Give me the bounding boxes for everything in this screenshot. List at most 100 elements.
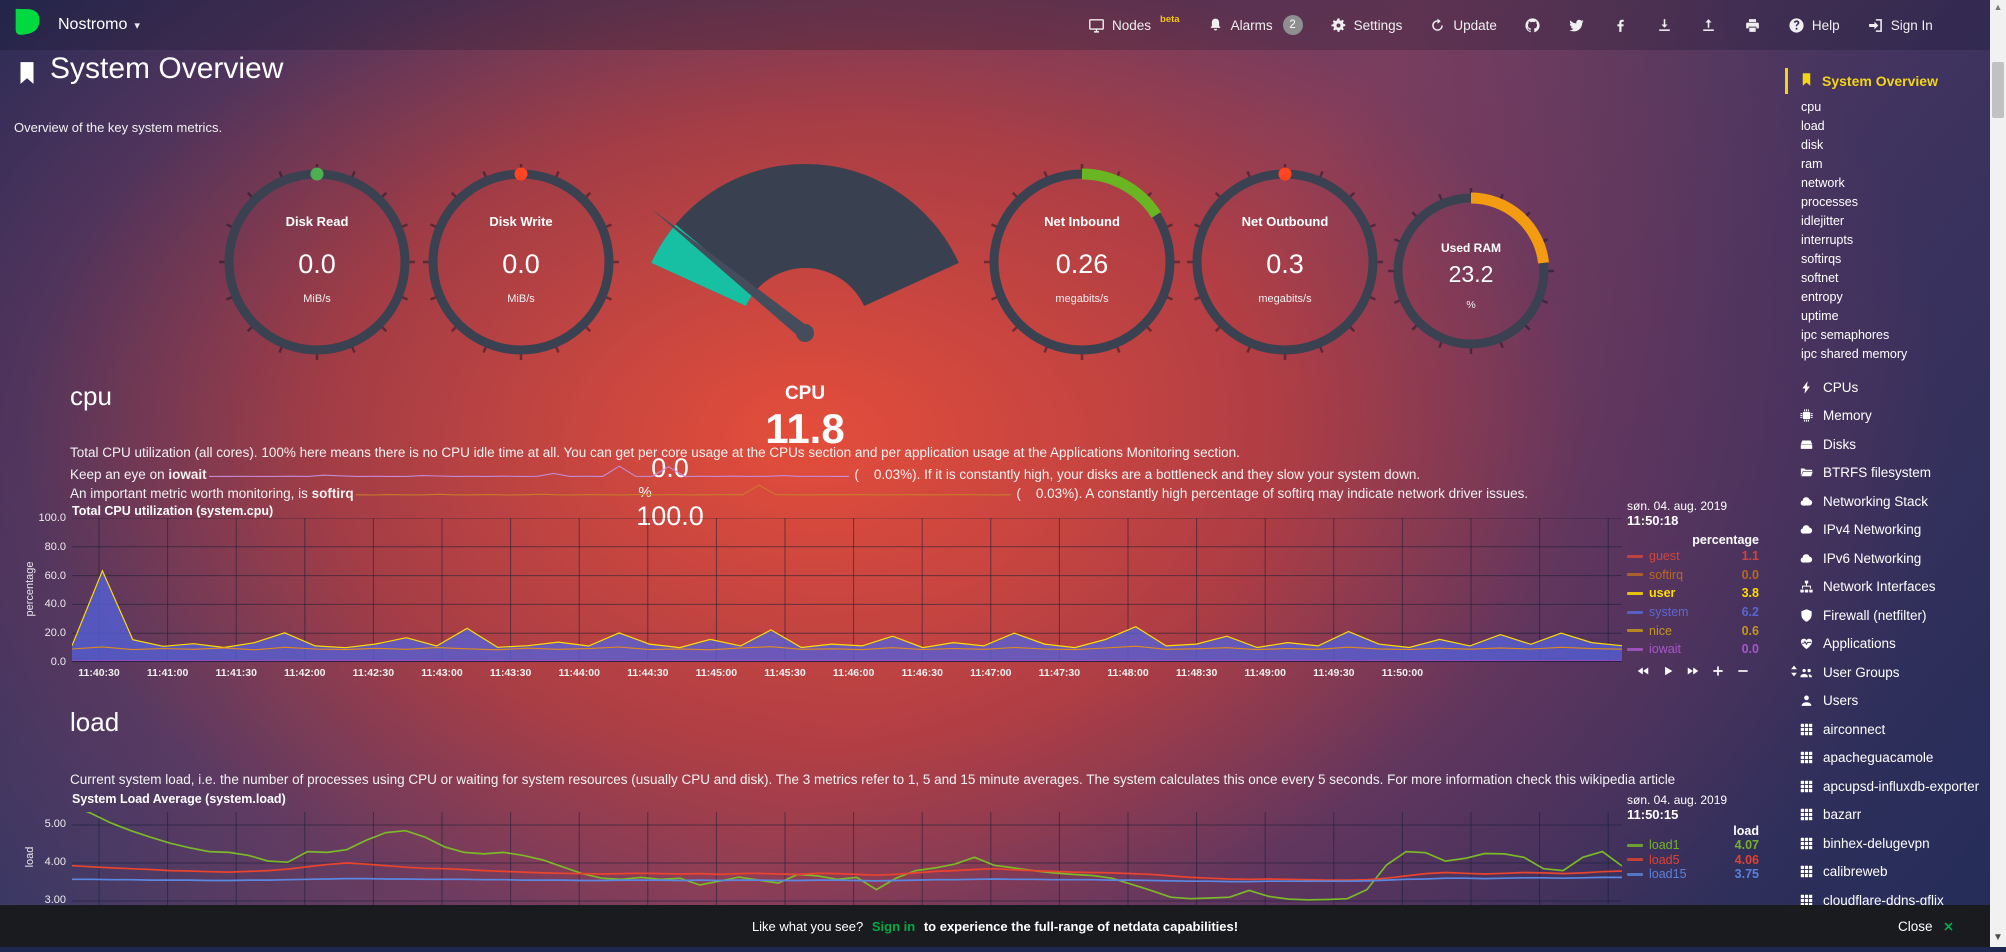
softirq-sparkline[interactable] [355,483,1011,501]
sidebar-subitem-network[interactable]: network [1801,176,1845,190]
sidebar-item-firewall-netfilter-[interactable]: Firewall (netfilter) [1799,603,1987,632]
sidebar-subitem-entropy[interactable]: entropy [1801,290,1843,304]
sidebar-item-network-interfaces[interactable]: Network Interfaces [1799,575,1987,604]
legend-row-load1[interactable]: load1 4.07 [1627,838,1759,853]
top-nav-items: Nodes beta Alarms 2 Settings Update Help Sign I… [1088,0,1933,50]
gauge-disk-read[interactable]: Disk Read 0.0 MiB/s [215,160,419,364]
sidebar-item-networking-stack[interactable]: Networking Stack [1799,489,1987,518]
iowait-sparkline[interactable] [208,464,849,482]
nav-item-update[interactable]: Update [1429,17,1497,34]
cpu-ytick: 40.0 [44,598,66,611]
load-chart-plot[interactable] [71,804,1623,947]
legend-row-guest[interactable]: guest 1.1 [1627,547,1759,566]
gauge-net-inbound[interactable]: Net Inbound 0.26 megabits/s [980,160,1184,364]
legend-row-system[interactable]: system 6.2 [1627,603,1759,622]
sidebar-item-airconnect[interactable]: airconnect [1799,717,1987,746]
cpu-xtick: 11:44:30 [627,667,669,679]
sidebar-item-cloudflare-ddns-gflix[interactable]: cloudflare-ddns-gflix [1799,888,1987,917]
cpu-xtick: 11:49:00 [1244,667,1286,679]
section-heading-load: load [70,707,120,737]
sidebar-subitem-disk[interactable]: disk [1801,138,1824,152]
nav-item-settings[interactable]: Settings [1330,17,1402,34]
nav-label-signin: Sign In [1890,17,1933,33]
sidebar-item-users[interactable]: Users [1799,689,1987,718]
sidebar-item-ipv4-networking[interactable]: IPv4 Networking [1799,518,1987,547]
legend-name: user [1649,586,1676,601]
gauge-used-ram[interactable]: Used RAM 23.2% [1384,184,1558,358]
sidebar-item-cpus[interactable]: CPUs [1799,375,1987,404]
legend-date: søn. 04. aug. 2019 [1627,499,1728,513]
page-scrollbar[interactable]: ▲ ▼ [1990,0,2006,947]
sidebar-subitem-idlejitter[interactable]: idlejitter [1801,214,1845,228]
hostname-selector[interactable]: Nostromo ▾ [58,16,140,34]
cpu-xtick: 11:49:30 [1313,667,1355,679]
nav-item-nodes[interactable]: Nodes beta [1088,14,1180,34]
grid-icon [1799,893,1823,914]
sidebar-item-ipv6-networking[interactable]: IPv6 Networking [1799,546,1987,575]
gauge-ring [219,164,415,360]
legend-row-user[interactable]: user 3.8 [1627,584,1759,603]
signin-link[interactable]: Sign in [871,918,916,934]
gauge-cpu[interactable]: CPU 11.8 0.0% 100.0 [625,153,985,531]
sidebar-subitem-ram[interactable]: ram [1801,157,1823,171]
sidebar-subitem-processes[interactable]: processes [1801,195,1858,209]
chart-toolbar-rewind-button[interactable] [1636,664,1650,678]
nav-item-signin[interactable]: Sign In [1867,17,1933,34]
sidebar-item-apcupsd-influxdb-exporter[interactable]: apcupsd-influxdb-exporter [1799,774,1987,803]
nav-item-facebook[interactable] [1612,17,1629,34]
legend-value: 6.2 [1741,605,1759,620]
banner-close-button[interactable]: Close [1898,905,1956,947]
chart-toolbar-plus-button[interactable] [1711,664,1725,678]
sidebar-item-user-groups[interactable]: User Groups [1799,660,1987,689]
sidebar-item-system-overview[interactable]: System Overview [1785,68,1987,94]
legend-row-nice[interactable]: nice 0.6 [1627,621,1759,640]
sidebar-item-binhex-delugevpn[interactable]: binhex-delugevpn [1799,831,1987,860]
nav-item-print[interactable] [1744,17,1761,34]
sidebar-item-memory[interactable]: Memory [1799,404,1987,433]
sidebar-subitem-softnet[interactable]: softnet [1801,271,1839,285]
sidebar-subitem-uptime[interactable]: uptime [1801,309,1839,323]
sidebar-subitem-ipc-semaphores[interactable]: ipc semaphores [1801,328,1890,342]
legend-row-load15[interactable]: load15 3.75 [1627,867,1759,882]
gauge-title: Disk Read [285,214,349,229]
chart-toolbar-ff-button[interactable] [1686,664,1700,678]
gauge-value: 23.2 [1448,261,1494,287]
sidebar-subitem-load[interactable]: load [1801,119,1825,133]
sidebar-subitem-cpu[interactable]: cpu [1801,100,1822,114]
chart-toolbar-minus-button[interactable] [1736,664,1750,678]
sidebar-item-calibreweb[interactable]: calibreweb [1799,860,1987,889]
nav-item-twitter[interactable] [1568,17,1585,34]
chart-toolbar-play-button[interactable] [1661,664,1675,678]
legend-row-load5[interactable]: load5 4.06 [1627,853,1759,868]
cpu-chart-plot[interactable] [71,517,1623,663]
nav-item-github[interactable] [1524,17,1541,34]
sidebar-item-apacheguacamole[interactable]: apacheguacamole [1799,746,1987,775]
sidebar-item-btrfs-filesystem[interactable]: BTRFS filesystem [1799,461,1987,490]
twitter-icon [1568,17,1585,34]
sidebar-subitem-softirqs[interactable]: softirqs [1801,252,1842,266]
sidebar-subitem-interrupts[interactable]: interrupts [1801,233,1854,247]
legend-row-iowait[interactable]: iowait 0.0 [1627,640,1759,659]
sidebar-item-bazarr[interactable]: bazarr [1799,803,1987,832]
load-ytick: 4.00 [44,856,66,868]
legend-row-softirq[interactable]: softirq 0.0 [1627,566,1759,585]
scrollbar-up-arrow[interactable]: ▲ [1993,2,2003,12]
sidebar-subsections: cpu load disk ram network processes idlejitter… [1785,98,1987,364]
nodes-icon [1088,17,1105,34]
cpu-ytick: 80.0 [44,540,66,553]
netdata-logo[interactable] [10,6,44,45]
nav-item-alarms[interactable]: Alarms 2 [1207,15,1303,35]
gauge-net-outbound[interactable]: Net Outbound 0.3 megabits/s [1183,160,1387,364]
sidebar-item-applications[interactable]: Applications [1799,632,1987,661]
sidebar-item-disks[interactable]: Disks [1799,432,1987,461]
nav-item-export[interactable] [1700,17,1717,34]
sidebar-subitem-ipc-shared-memory[interactable]: ipc shared memory [1801,347,1908,361]
gauge-title: Net Outbound [1241,214,1329,229]
gauge-disk-write[interactable]: Disk Write 0.0 MiB/s [419,160,623,364]
cpu-xtick: 11:45:00 [695,667,738,679]
scrollbar-thumb[interactable] [1992,62,2004,118]
scrollbar-down-arrow[interactable]: ▼ [1993,932,2003,943]
chart-toolbar-updown-button[interactable] [1787,664,1801,678]
nav-item-help[interactable]: Help [1788,17,1840,34]
nav-item-import[interactable] [1656,17,1673,34]
